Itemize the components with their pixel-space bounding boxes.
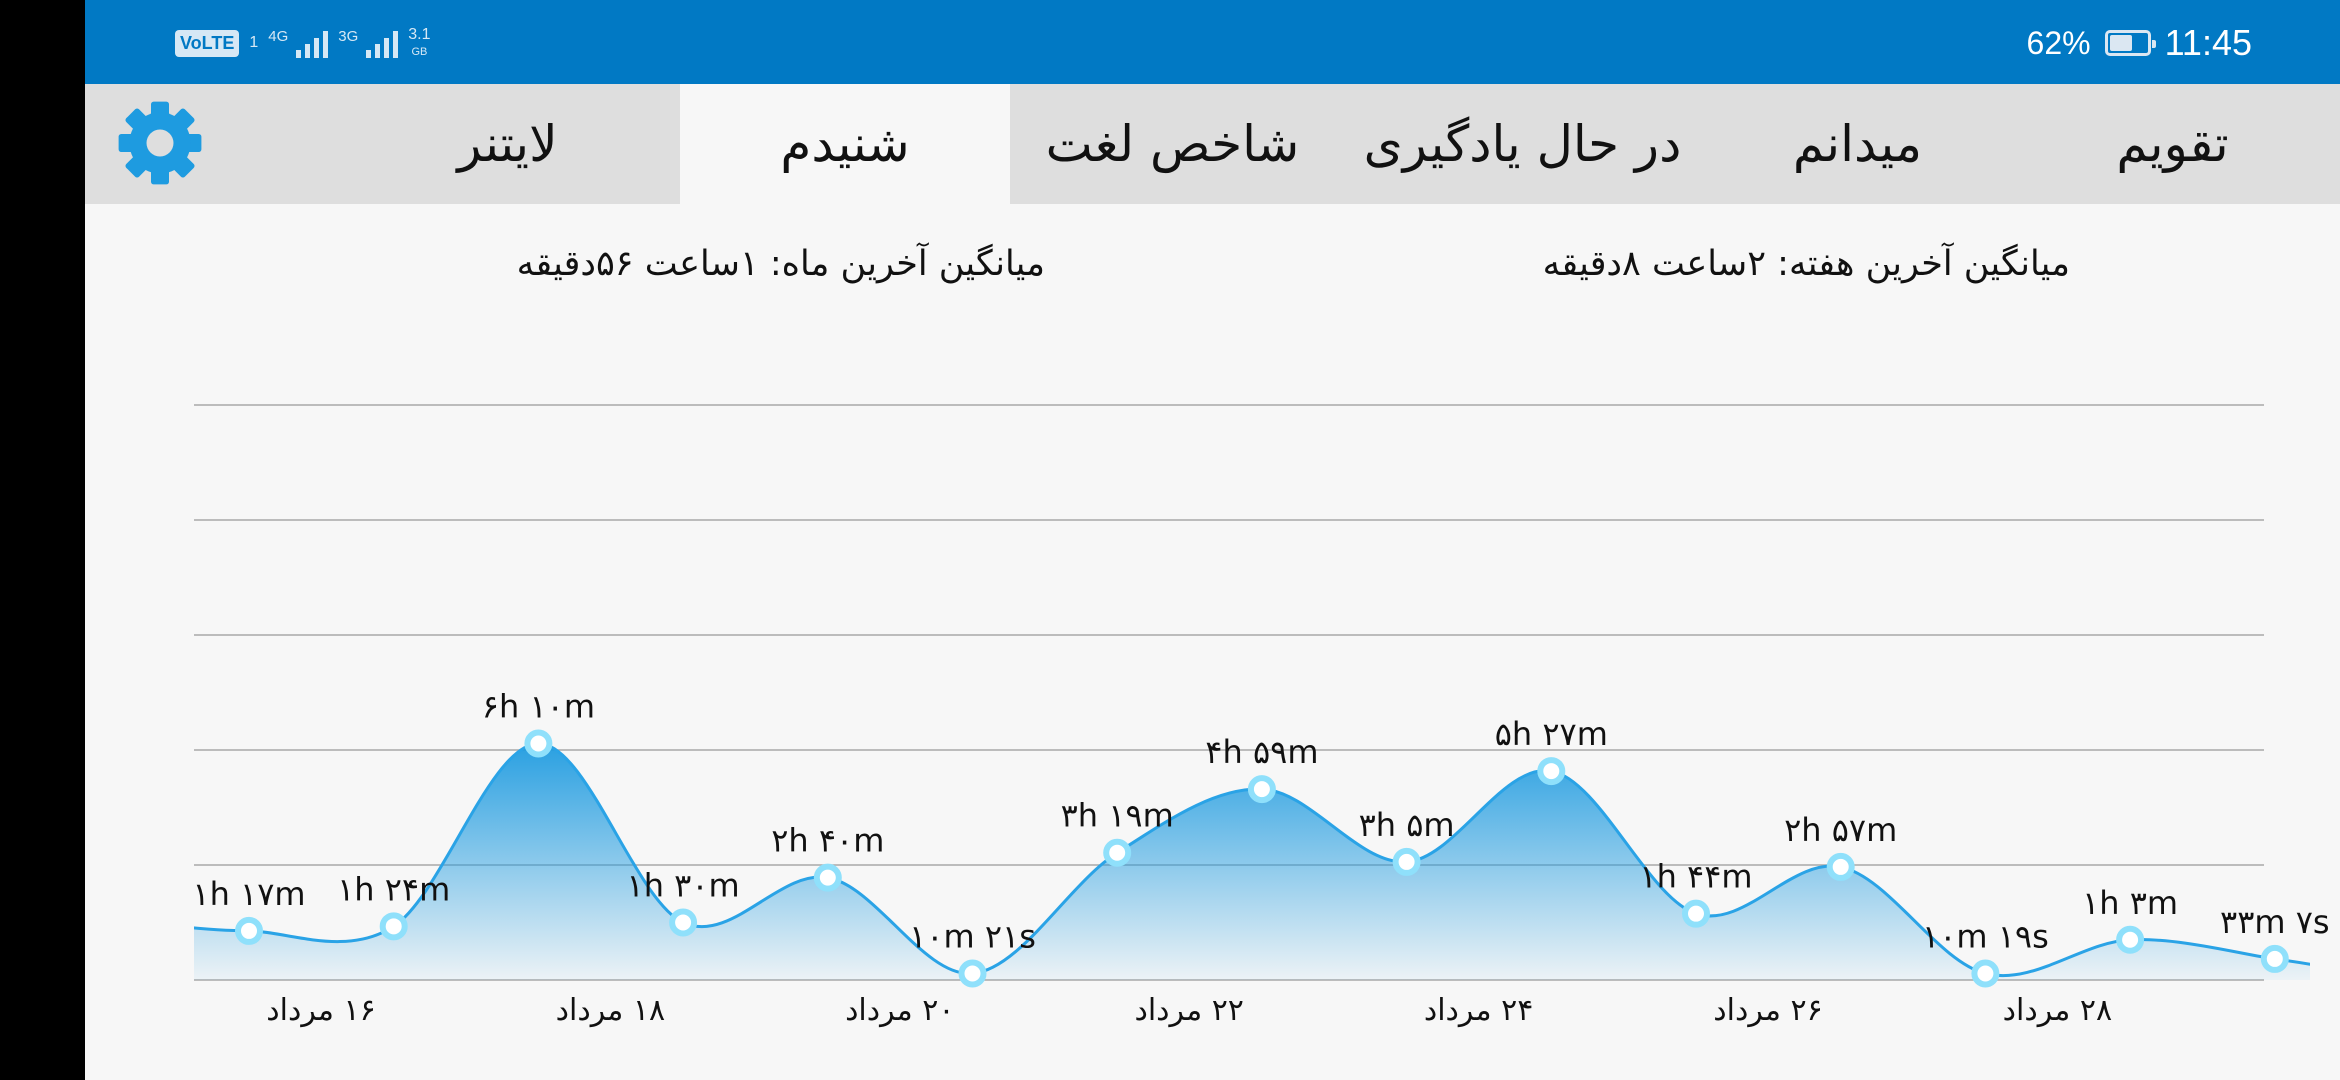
battery-fill xyxy=(2109,35,2132,51)
series-area xyxy=(164,743,2310,980)
tab-word-index[interactable]: شاخص لغت xyxy=(1045,115,1300,173)
gear-icon[interactable] xyxy=(115,98,205,188)
data-point[interactable] xyxy=(379,912,408,941)
status-bar: VoLTE 1 4G 3G 3.1 GB 62% 11:45 xyxy=(85,0,2340,84)
data-label: ۳h ۵m xyxy=(1359,806,1455,844)
signal-strength-icon: 4G xyxy=(268,28,329,58)
app-screen: VoLTE 1 4G 3G 3.1 GB 62% 11:45 xyxy=(85,0,2340,1080)
data-point[interactable] xyxy=(958,959,987,988)
data-speed-value: 3.1 xyxy=(408,25,431,43)
tab-known[interactable]: میدانم xyxy=(1792,115,1923,173)
data-label: ۳۳m ۷s xyxy=(2220,903,2330,941)
data-label: ۱۰m ۱۹s xyxy=(1922,917,2049,955)
data-label: ۳h ۱۹m xyxy=(1061,797,1174,835)
data-speed-indicator: 3.1 GB xyxy=(408,25,431,60)
data-label: ۱h ۳۰m xyxy=(627,867,740,905)
chart-labels: ۱h ۱۷m ۱h ۲۴m ۶h ۱۰m ۱h ۳۰m ۲h ۴۰m ۱۰m ۲۱s ۳h … xyxy=(192,687,2329,1028)
x-tick-label: ۲۸ مرداد xyxy=(2003,993,2112,1028)
x-tick-label: ۲۶ مرداد xyxy=(1713,993,1822,1028)
data-label: ۱h ۴۴m xyxy=(1639,858,1752,896)
data-point[interactable] xyxy=(2116,925,2145,954)
x-tick-label: ۲۴ مرداد xyxy=(1424,993,1533,1028)
data-label: ۱۰m ۲۱s xyxy=(909,917,1036,955)
status-left: VoLTE 1 4G 3G 3.1 GB xyxy=(175,22,431,64)
volte-icon: VoLTE xyxy=(175,29,240,57)
data-speed-unit: GB xyxy=(411,45,428,58)
data-point[interactable] xyxy=(1392,847,1421,876)
clock: 11:45 xyxy=(2164,22,2252,63)
data-point[interactable] xyxy=(1826,852,1855,881)
chart-series xyxy=(85,340,2310,1080)
data-point[interactable] xyxy=(2260,944,2289,973)
data-point[interactable] xyxy=(669,908,698,937)
x-tick-label: ۲۲ مرداد xyxy=(1134,993,1243,1028)
data-point[interactable] xyxy=(813,863,842,892)
data-label: ۱h ۲۴m xyxy=(337,870,450,908)
sim-slot-indicator: 1 xyxy=(249,34,259,51)
data-label: ۱h ۱۷m xyxy=(192,875,305,913)
data-point[interactable] xyxy=(235,916,263,945)
tab-leitner[interactable]: لایتنر xyxy=(457,115,558,173)
battery-icon xyxy=(2104,30,2156,56)
data-point[interactable] xyxy=(1682,899,1710,928)
data-point[interactable] xyxy=(1103,838,1132,867)
data-label: ۲h ۴۰m xyxy=(771,822,884,860)
data-label: ۴h ۵۹m xyxy=(1205,733,1318,771)
data-point[interactable] xyxy=(524,729,553,758)
data-label: ۲h ۵۷m xyxy=(1784,811,1897,849)
tab-learning[interactable]: در حال یادگیری xyxy=(1363,115,1682,173)
network-type-label: 4G xyxy=(268,28,289,45)
battery-percent: 62% xyxy=(2026,24,2091,61)
signal-strength-icon-2: 3G xyxy=(338,28,399,58)
x-tick-label: ۱۶ مرداد xyxy=(266,993,375,1028)
tab-bar: تقویم میدانم در حال یادگیری شاخص لغت شنی… xyxy=(85,84,2340,204)
status-right: 62% 11:45 xyxy=(2027,20,2252,66)
data-label: ۵h ۲۷m xyxy=(1495,715,1608,753)
tab-calendar[interactable]: تقویم xyxy=(2116,115,2229,173)
data-point[interactable] xyxy=(1247,775,1276,804)
x-tick-label: ۲۰ مرداد xyxy=(845,993,954,1028)
data-label: ۶h ۱۰m xyxy=(482,687,595,725)
x-tick-label: ۱۸ مرداد xyxy=(556,993,665,1028)
data-point[interactable] xyxy=(1537,757,1566,786)
data-point[interactable] xyxy=(1971,959,2000,988)
network-type-label-2: 3G xyxy=(338,28,359,45)
tab-heard[interactable]: شنیدم xyxy=(680,84,1010,204)
data-label: ۱h ۳m xyxy=(2082,884,2178,922)
average-month-label: میانگین آخرین ماه: ۱ساعت ۵۶دقیقه xyxy=(516,244,1045,284)
average-week-label: میانگین آخرین هفته: ۲ساعت ۸دقیقه xyxy=(1542,244,2070,284)
